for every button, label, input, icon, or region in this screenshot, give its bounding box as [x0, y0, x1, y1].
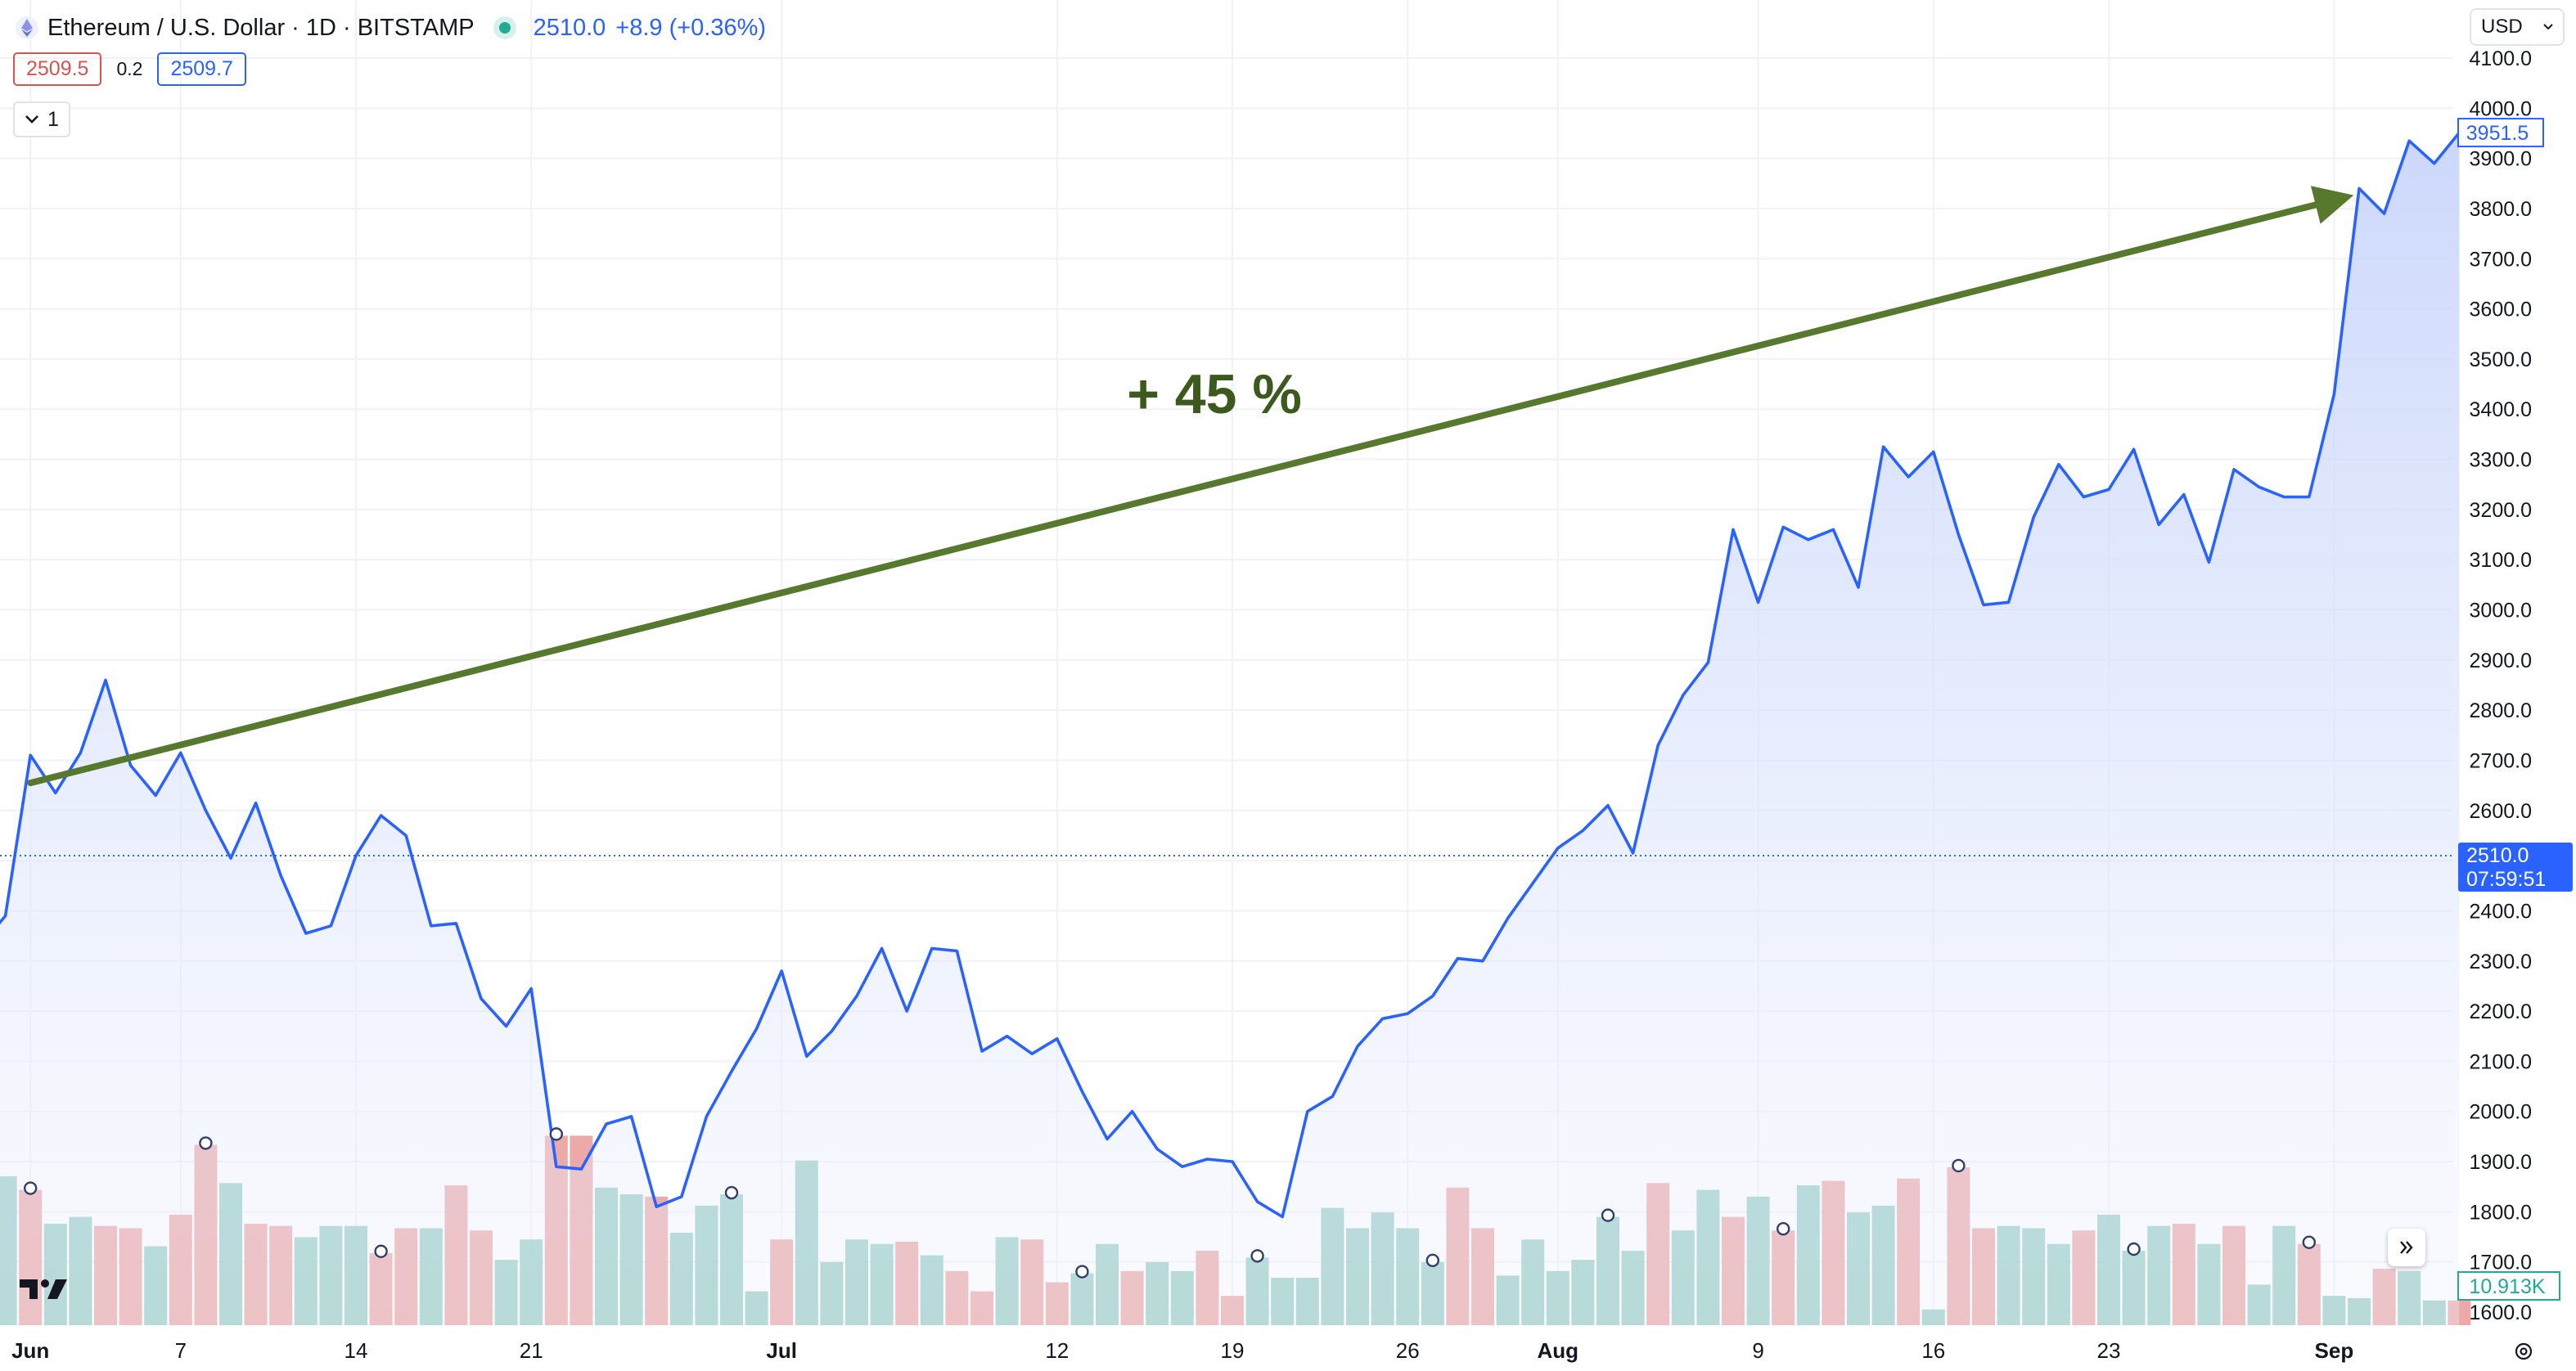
- chevron-down-icon: [25, 115, 38, 124]
- volume-badge: [2457, 1271, 2560, 1301]
- x-tick-label: Sep: [2315, 1338, 2354, 1363]
- price-area: [0, 131, 2461, 1325]
- y-tick-label: 2300.0: [2470, 951, 2532, 973]
- double-chevron-right-icon: [2400, 1241, 2413, 1254]
- x-tick-label: 26: [1396, 1338, 1420, 1363]
- y-tick-label: 3700.0: [2470, 248, 2532, 271]
- volume-marker: [1952, 1158, 1966, 1173]
- price-area-fill: [0, 133, 2460, 1325]
- header-price: 2510.0: [533, 14, 606, 41]
- last-price-label: 3951.5: [2466, 122, 2529, 145]
- price-line: [0, 131, 2461, 1219]
- countdown-label: 07:59:51: [2466, 868, 2546, 891]
- y-tick-label: 3500.0: [2470, 348, 2532, 371]
- x-tick-label: 16: [1921, 1338, 1945, 1363]
- y-tick-label: 2200.0: [2470, 1000, 2532, 1023]
- live-status-icon: [498, 22, 511, 34]
- volume-markers: [24, 1127, 2317, 1279]
- chevron-down-icon: [2543, 24, 2553, 30]
- scroll-to-realtime-button[interactable]: [2388, 1229, 2425, 1266]
- volume-marker: [2302, 1235, 2317, 1249]
- volume-marker: [1776, 1221, 1790, 1236]
- x-tick-label: 14: [345, 1338, 368, 1363]
- volume-marker: [1425, 1253, 1440, 1267]
- spread-value: 0.2: [116, 58, 143, 79]
- x-tick-label: Jun: [11, 1338, 49, 1363]
- y-tick-label: 2800.0: [2470, 699, 2532, 722]
- currency-label: USD: [2481, 16, 2523, 38]
- x-tick-label: Aug: [1538, 1338, 1579, 1363]
- gear-icon: [2515, 1342, 2533, 1360]
- y-tick-label: 1600.0: [2470, 1301, 2532, 1324]
- y-tick-label: 2600.0: [2470, 800, 2532, 823]
- y-tick-label: 2700.0: [2470, 749, 2532, 772]
- current-price-badge: [2458, 842, 2573, 892]
- time-axis: Jun 7 14 21 Jul 12 19 26 Aug 9 16 23 Sep: [11, 1338, 2353, 1363]
- y-tick-label: 3100.0: [2470, 549, 2532, 572]
- chart-settings-button[interactable]: [2507, 1335, 2540, 1368]
- chart-header: Ethereum / U.S. Dollar · 1D · BITSTAMP 2…: [15, 10, 766, 46]
- y-tick-label: 2900.0: [2470, 650, 2532, 672]
- last-price-badge: [2457, 118, 2544, 148]
- symbol-title[interactable]: Ethereum / U.S. Dollar · 1D · BITSTAMP: [47, 14, 475, 41]
- y-tick-label: 3200.0: [2470, 499, 2532, 522]
- x-tick-label: 9: [1752, 1338, 1763, 1363]
- trend-annotation: + 45 %: [27, 186, 2354, 787]
- header-change: +8.9 (+0.36%): [615, 14, 767, 41]
- volume-marker: [1601, 1208, 1615, 1222]
- sell-price-button[interactable]: 2509.5: [13, 52, 102, 86]
- tradingview-logo[interactable]: [18, 1276, 70, 1302]
- y-tick-label: 3800.0: [2470, 198, 2532, 221]
- collapse-indicators-button[interactable]: 1: [13, 101, 70, 137]
- price-axis: 1600.0 1700.0 1800.0 1900.0 2000.0 2100.0 2200…: [2470, 47, 2532, 1324]
- currency-select[interactable]: USD: [2470, 8, 2565, 46]
- current-price-label: 2510.0: [2466, 844, 2529, 867]
- y-tick-label: 4000.0: [2470, 97, 2532, 120]
- x-tick-label: 21: [520, 1338, 543, 1363]
- volume-marker: [199, 1136, 213, 1150]
- y-tick-label: 1900.0: [2470, 1151, 2532, 1174]
- buy-price-button[interactable]: 2509.7: [157, 52, 246, 86]
- y-tick-label: 2400.0: [2470, 900, 2532, 923]
- y-tick-label: 2100.0: [2470, 1050, 2532, 1073]
- volume-marker: [549, 1127, 563, 1141]
- quote-row: 2509.5 0.2 2509.7: [13, 52, 246, 86]
- x-tick-label: 23: [2097, 1338, 2121, 1363]
- y-tick-label: 2000.0: [2470, 1101, 2532, 1124]
- y-tick-label: 3000.0: [2470, 600, 2532, 623]
- volume-marker: [724, 1185, 739, 1200]
- volume-label: 10.913K: [2469, 1275, 2545, 1298]
- axis-badges: 3951.5 2510.007:59:51 10.913K: [2457, 118, 2573, 1301]
- x-tick-label: Jul: [766, 1338, 797, 1363]
- y-tick-label: 3400.0: [2470, 398, 2532, 421]
- ethereum-icon: [16, 16, 38, 39]
- volume-marker: [1075, 1265, 1089, 1279]
- volume-marker: [1250, 1249, 1264, 1263]
- y-tick-label: 1700.0: [2470, 1252, 2532, 1274]
- trend-label: + 45 %: [1127, 363, 1302, 425]
- x-tick-label: 19: [1221, 1338, 1245, 1363]
- indicator-count: 1: [47, 107, 59, 131]
- x-tick-label: 7: [175, 1338, 187, 1363]
- volume-marker: [2127, 1242, 2141, 1256]
- volume-marker: [24, 1181, 38, 1195]
- y-tick-label: 4100.0: [2470, 47, 2532, 70]
- x-tick-label: 12: [1045, 1338, 1069, 1363]
- y-tick-label: 3300.0: [2470, 449, 2532, 472]
- y-tick-label: 3900.0: [2470, 148, 2532, 171]
- y-tick-label: 3600.0: [2470, 299, 2532, 321]
- volume-marker: [374, 1244, 388, 1258]
- trend-arrow: [27, 186, 2354, 787]
- y-tick-label: 1800.0: [2470, 1201, 2532, 1224]
